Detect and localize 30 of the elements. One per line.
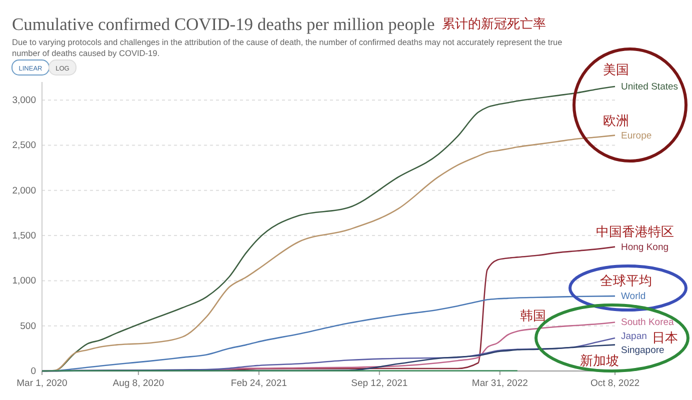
x-tick-label: Sep 12, 2021: [351, 378, 408, 389]
y-tick-label: 2,000: [12, 185, 36, 196]
x-tick-label: Mar 31, 2022: [472, 378, 528, 389]
y-tick-label: 0: [30, 366, 36, 377]
text: 累计的新冠死亡率: [442, 16, 546, 31]
annotation: 韩国: [520, 308, 546, 323]
annotation: 欧洲: [603, 113, 629, 128]
text: 美国: [603, 62, 629, 77]
series-label: Hong Kong: [621, 242, 669, 253]
y-tick-label: 2,500: [12, 140, 36, 152]
y-tick-label: 1,500: [12, 230, 36, 242]
series-label: Japan: [621, 331, 647, 342]
y-tick-label: 3,000: [12, 95, 36, 106]
series-label: World: [621, 291, 646, 302]
series-label: United States: [621, 82, 678, 93]
chart-title: Cumulative confirmed COVID-19 deaths per million people: [12, 14, 436, 34]
annotation: 全球平均: [600, 273, 652, 288]
x-tick-label: Aug 8, 2020: [112, 378, 164, 389]
chart-subtitle: Due to varying protocols and challenges in the attribution of the cause of death, the number of confirmed deaths may not accurately represent the true number of deaths caused by COVID-19.: [12, 37, 563, 58]
series-label: Singapore: [621, 344, 664, 356]
annotation: 新加坡: [580, 353, 619, 368]
annotation: 中国香港特区: [596, 224, 674, 239]
text: 日本: [652, 330, 678, 345]
x-tick-label: Feb 24, 2021: [230, 378, 287, 389]
y-tick-label: 1,000: [12, 276, 36, 287]
series-label: South Korea: [621, 317, 675, 328]
x-tick-label: Mar 1, 2020: [16, 378, 68, 389]
series-label: Europe: [621, 130, 652, 142]
x-tick-label: Oct 8, 2022: [590, 378, 640, 389]
y-tick-label: 500: [20, 320, 36, 332]
